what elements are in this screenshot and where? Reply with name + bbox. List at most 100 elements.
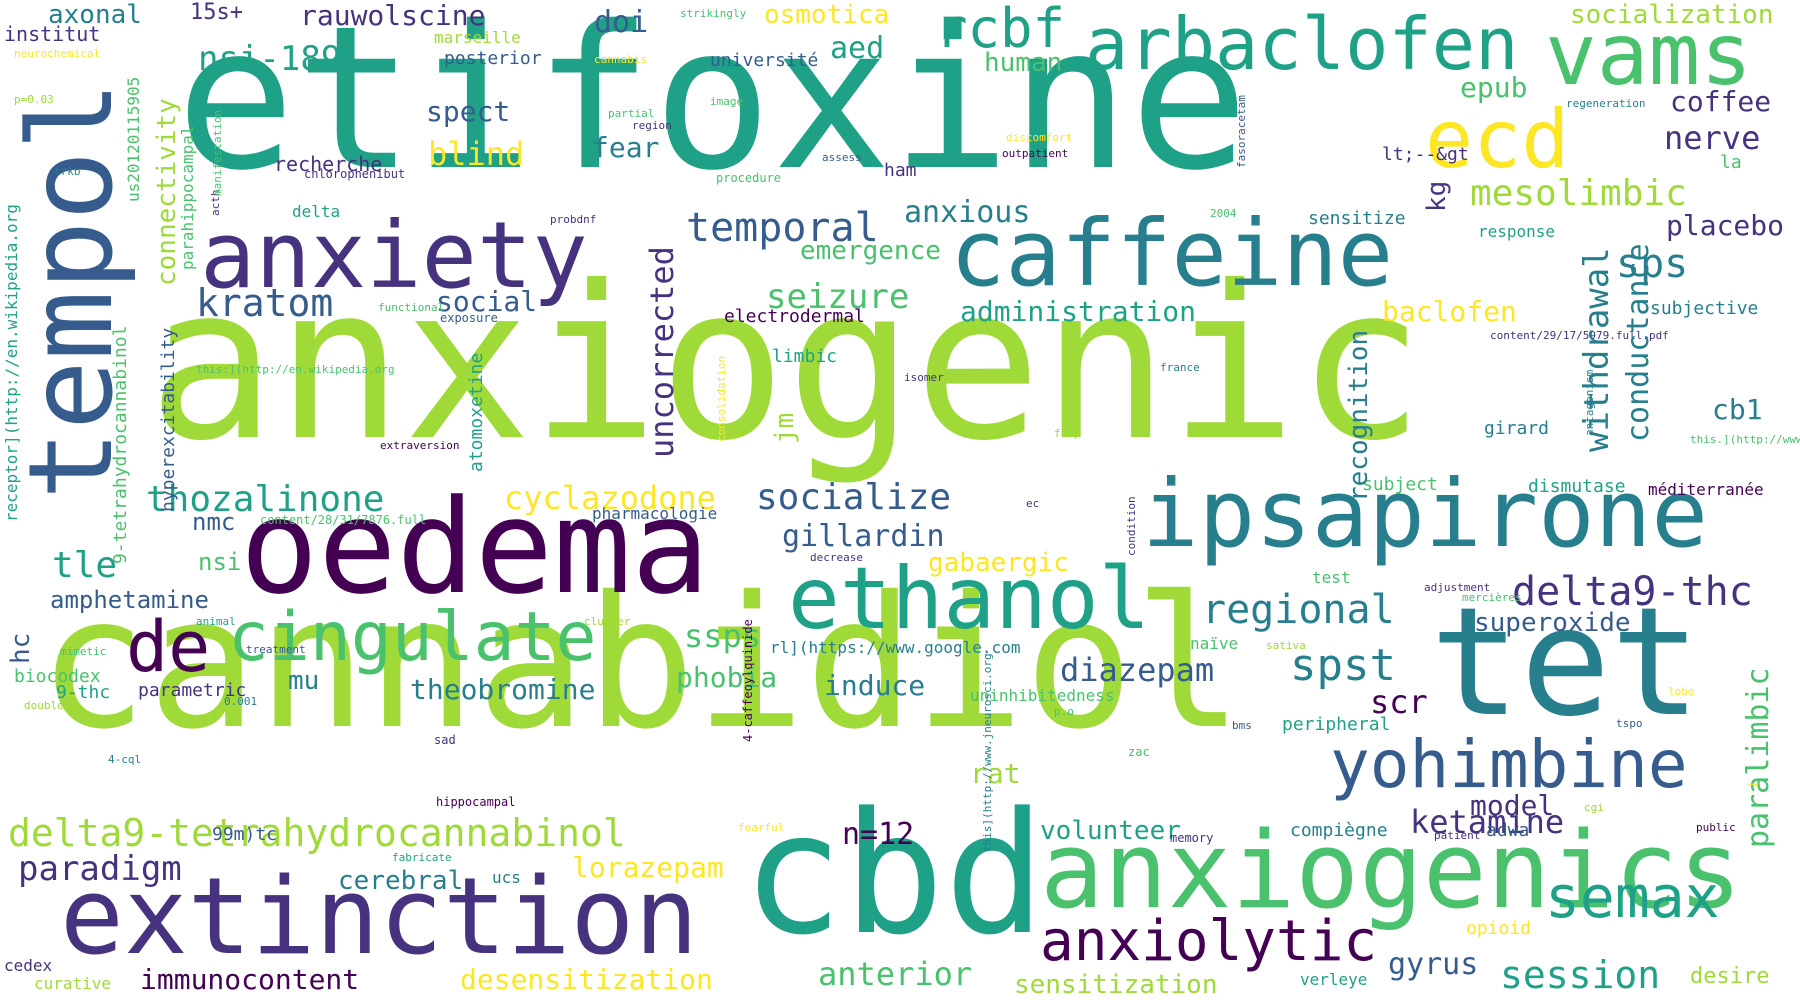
word-emergence: emergence [800,236,941,266]
word-chlorophenibut: chlorophenibut [304,167,406,181]
word-jm: jm [770,412,800,444]
word-immunocontent: immunocontent [140,963,360,996]
word-cedex: cedex [4,956,53,975]
word-lorazepam: lorazepam [572,851,724,884]
word-4-cql: hippocampal [436,795,516,809]
word-phobia: phobia [676,661,778,694]
word-la: la [1720,152,1742,173]
word-isomer: content/29/17/5979.full.pdf [1490,329,1669,342]
word-anxiogenic: anxiogenic [148,240,1425,487]
word-this-dot-jneurosci: consolidation [715,355,728,442]
word-treatment: adjustment [1424,581,1491,594]
word-anterior: anterior [818,955,973,993]
word-0.001: sad [434,733,456,747]
word-seizure: seizure [766,277,910,317]
word-fear: fear [592,131,660,164]
word-tet: tet [1430,576,1701,750]
word-mimetic: 0.001 [224,695,258,708]
word-sad: fabricate [392,851,452,864]
word-flip: france [1160,361,1200,374]
word-receptor-wiki: receptor](http://en.wikipedia.org [2,204,21,522]
word-tspo: zac [1128,745,1150,759]
word-15s+: 15s+ [190,0,243,25]
word-cgi: bms [1232,719,1252,732]
word-france: this.](http://www.jneurosci.org [1690,433,1800,446]
word-opioid: opioid [1466,918,1532,939]
word-marseille: marseille [434,28,521,47]
word-induce: induce [824,669,926,702]
word-lt-gt: lt;--&gt [1382,144,1469,165]
word-exposure: extraversion [380,439,460,452]
word-nsi: nsi [198,548,242,576]
word-fabricate: this](http://www.jneurosci.org [981,653,994,852]
word-anxiolytic: anxiolytic [1040,909,1378,974]
word-aed: aed [830,31,885,66]
word-double: 4-cql [108,753,142,766]
word-anxious: anxious [904,195,1031,230]
word-2004: assess [822,151,862,164]
word-99m-tc: 99m)tc [212,824,278,845]
word-axonal: axonal [48,0,142,30]
word-cbd: cbd [742,776,1046,972]
word-public: cgi [1584,801,1604,814]
word-9-tetrahydrocannabinol: 9-tetrahydrocannabinol [110,325,131,564]
word-uncorrected: uncorrected [643,246,681,458]
word-volunteer: volunteer [1040,816,1181,846]
word-9-thc: 9-thc [56,682,111,703]
word-n=12: n=12 [842,817,915,852]
word-response: response [1478,222,1556,241]
word-compiegne: compiègne [1290,820,1388,841]
word-delta9-tetrahydrocannabinol: delta9-tetrahydrocannabinol [8,811,626,855]
word-epub: epub [1460,71,1528,104]
word-thozalinone: thozalinone [146,479,385,520]
word-verleye: verleye [1300,970,1368,989]
word-cannabidiol: cannabidiol [38,557,1244,769]
word-semax: semax [1545,863,1720,931]
word-desensitization: desensitization [460,963,713,996]
word-administration: administration [960,295,1197,328]
word-de: de [126,606,211,688]
word-ecd: ecd [1425,93,1570,186]
word-extraversion: decrease [810,551,863,564]
word-condition: flip [1054,427,1081,440]
word-j: tspo [1616,717,1643,730]
word-patient: j [1745,781,1758,788]
word-nerve: nerve [1664,119,1761,157]
word-ec: isomer [904,371,944,384]
word-arbaclofen: arbaclofen [1085,2,1519,86]
word-girard: girard [1484,418,1550,439]
word-sensitize: sensitize [1308,208,1406,229]
word-scr: scr [1370,683,1428,721]
word-partial: cannabis [594,53,647,66]
word-lobe: condition [1125,496,1138,556]
word-discomfort: fasoracetam [1235,95,1248,168]
word-us20120115905: us20120115905 [124,76,143,202]
word-fasoracetam: p=0.03 [14,93,54,106]
word-image: region [632,119,672,132]
word-amygdala: functional [378,301,445,314]
word-desire: desire [1690,964,1770,989]
word-biocodex: biocodex [14,666,101,687]
word-social: social [436,285,538,318]
word-bms: p.o [1054,705,1074,718]
word-ucs: ucs [492,868,521,887]
word-ethanol: ethanol [788,549,1151,649]
word-rauwolscine: rauwolscine [300,0,486,32]
word-rat: rat [970,757,1021,790]
word-electrodermal: electrodermal [724,306,865,327]
word-spst: spst [1290,640,1396,691]
word-delta: delta [292,202,341,221]
word-cannabis: discomfort [1006,131,1073,144]
word-atomoxetine: atomoxetine [466,352,487,472]
word-parahippocampal: parahippocampal [178,125,197,271]
word-p.o: treatment [246,643,306,656]
word-socialization: socialization [1570,0,1774,30]
word-hc: hc [6,632,36,664]
word-model: model [1470,789,1555,822]
word-paradigm: paradigm [18,849,182,889]
word-google-link: rl](https://www.google.com [770,638,1021,657]
word-human: human [984,48,1063,78]
word-decrease: animal [196,615,236,628]
word-tle: tle [52,545,118,586]
word-connectivity: connectivity [152,98,182,286]
